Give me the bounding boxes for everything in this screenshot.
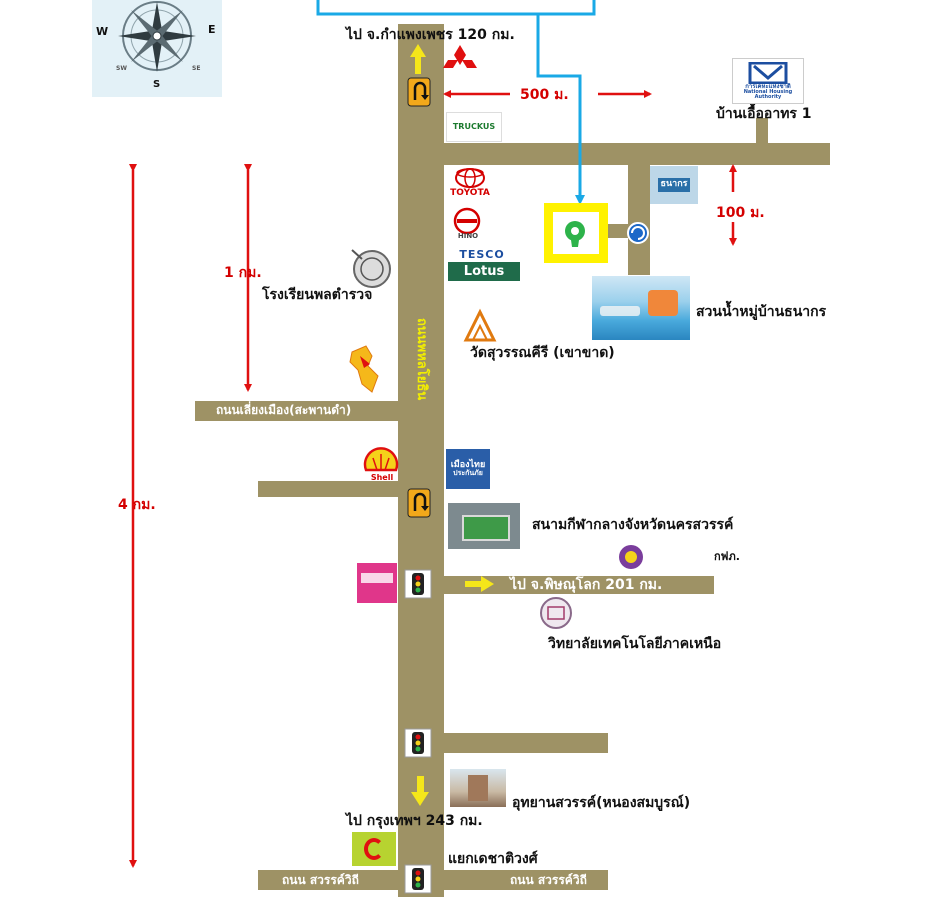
destination-marker bbox=[544, 203, 608, 263]
compass-sw: SW bbox=[116, 65, 127, 72]
road-west-shell bbox=[258, 481, 398, 497]
distance-4km: 4 กม. bbox=[118, 497, 156, 513]
wat-logo bbox=[463, 308, 497, 342]
pea-logo bbox=[619, 545, 643, 569]
traffic-light-2 bbox=[404, 728, 432, 758]
pointer-line bbox=[536, 14, 585, 205]
distance-1km: 1 กม. bbox=[224, 265, 262, 281]
lotus-text: Lotus bbox=[463, 263, 505, 279]
road-top-east bbox=[444, 143, 830, 165]
c-store-logo bbox=[352, 832, 396, 866]
muang-thai-sub: ประกันภัย bbox=[453, 469, 483, 478]
arrow-north-yellow bbox=[410, 44, 426, 74]
main-road-name: ถนนพหลโยธิน bbox=[414, 318, 429, 401]
toyota-text: TOYOTA bbox=[450, 188, 490, 199]
roundabout-sign bbox=[627, 222, 649, 244]
sawanwithi-right: ถนน สวรรค์วิถี bbox=[510, 873, 587, 887]
shell-logo bbox=[363, 447, 399, 472]
nha-line1: การเคหะแห่งชาติ bbox=[745, 82, 791, 90]
bypass-road-name: ถนนเลี่ยงเมือง(สะพานดำ) bbox=[216, 403, 352, 417]
shell-text-box: Shell bbox=[364, 473, 400, 483]
top-frame-line bbox=[316, 0, 596, 16]
place-police-school: โรงเรียนพลตำรวจ bbox=[262, 287, 373, 303]
u-turn-sign-south bbox=[407, 488, 431, 518]
muang-thai-logo: เมืองไทย ประกันภัย bbox=[446, 449, 490, 489]
police-school-emblem bbox=[351, 249, 391, 288]
distance-100m: 100 ม. bbox=[716, 205, 765, 221]
road-south-east bbox=[444, 733, 608, 753]
place-stadium: สนามกีฬากลางจังหวัดนครสวรรค์ bbox=[532, 517, 734, 533]
tesco-text: TESCO bbox=[459, 248, 505, 262]
nha-logo: การเคหะแห่งชาติ National Housing Authori… bbox=[732, 58, 804, 104]
dest-kamphaeng-phet: ไป จ.กำแพงเพชร 120 กม. bbox=[346, 27, 515, 43]
thanakorn-sign: ธนากร bbox=[650, 166, 698, 204]
thanakorn-sign-text: ธนากร bbox=[657, 178, 691, 192]
toyota-logo: TOYOTA bbox=[446, 188, 494, 200]
road-nha-spur bbox=[756, 118, 768, 144]
compass-se: SE bbox=[192, 65, 201, 72]
stadium-photo bbox=[448, 503, 520, 549]
park-tower-shape bbox=[468, 775, 488, 801]
traffic-light-1 bbox=[404, 569, 432, 599]
place-ban-uea-athon: บ้านเอื้ออาทร 1 bbox=[716, 106, 812, 122]
nha-emblem-icon bbox=[748, 61, 788, 84]
compass-rose bbox=[92, 0, 222, 97]
mitsubishi-logo bbox=[443, 45, 477, 68]
roads bbox=[195, 24, 830, 897]
distance-500m: 500 ม. bbox=[520, 87, 569, 103]
pool-people-shape bbox=[600, 306, 640, 316]
hino-logo: HINO bbox=[450, 232, 486, 242]
place-pea: กฟภ. bbox=[714, 550, 740, 563]
tesco-logo: TESCO bbox=[458, 248, 506, 262]
truckus-text: TRUCKUS bbox=[452, 121, 496, 131]
pink-store-logo bbox=[357, 563, 397, 603]
hino-text: HINO bbox=[457, 232, 479, 241]
place-park: อุทยานสวรรค์(หนองสมบูรณ์) bbox=[512, 795, 691, 811]
arrow-south-yellow bbox=[411, 776, 429, 806]
sawanwithi-left: ถนน สวรรค์วิถี bbox=[282, 873, 359, 887]
truckus-logo: TRUCKUS bbox=[446, 112, 502, 142]
road-phitsanulok bbox=[444, 576, 714, 594]
province-logo bbox=[349, 345, 379, 393]
place-junction: แยกเดชาติวงศ์ bbox=[448, 851, 538, 867]
dest-bangkok: ไป กรุงเทพฯ 243 กม. bbox=[346, 813, 483, 829]
traffic-light-3 bbox=[404, 864, 432, 894]
hino-emblem bbox=[453, 207, 481, 235]
road-bypass bbox=[195, 401, 398, 421]
stadium-field-shape bbox=[462, 515, 510, 541]
park-photo bbox=[450, 769, 506, 807]
college-emblem bbox=[540, 597, 572, 629]
muang-thai-text: เมืองไทย bbox=[450, 459, 486, 470]
road-sawanwithi bbox=[258, 870, 608, 890]
road-to-target bbox=[608, 224, 628, 238]
shell-text: Shell bbox=[370, 473, 394, 482]
dest-phitsanulok: ไป จ.พิษณุโลก 201 กม. bbox=[510, 577, 663, 593]
lotus-logo: Lotus bbox=[448, 262, 520, 281]
road-waterpark bbox=[628, 165, 650, 275]
u-turn-sign-north bbox=[407, 77, 431, 107]
toyota-emblem bbox=[455, 168, 485, 188]
arrow-east-yellow bbox=[465, 576, 494, 592]
nha-line2: National Housing Authority bbox=[743, 88, 793, 101]
place-tech-college: วิทยาลัยเทคโนโลยีภาคเหนือ bbox=[548, 636, 722, 652]
compass-south: S bbox=[153, 79, 161, 90]
water-slide-shape bbox=[648, 290, 678, 316]
pink-store-band bbox=[361, 573, 393, 583]
place-water-park: สวนน้ำหมู่บ้านธนากร bbox=[696, 304, 827, 320]
c-letter-shape bbox=[364, 838, 384, 860]
water-park-photo bbox=[592, 276, 690, 340]
compass-east: E bbox=[208, 23, 216, 36]
place-wat: วัดสุวรรณคีรี (เขาขาด) bbox=[470, 345, 615, 361]
compass-west: W bbox=[96, 25, 109, 38]
main-road bbox=[398, 24, 444, 897]
